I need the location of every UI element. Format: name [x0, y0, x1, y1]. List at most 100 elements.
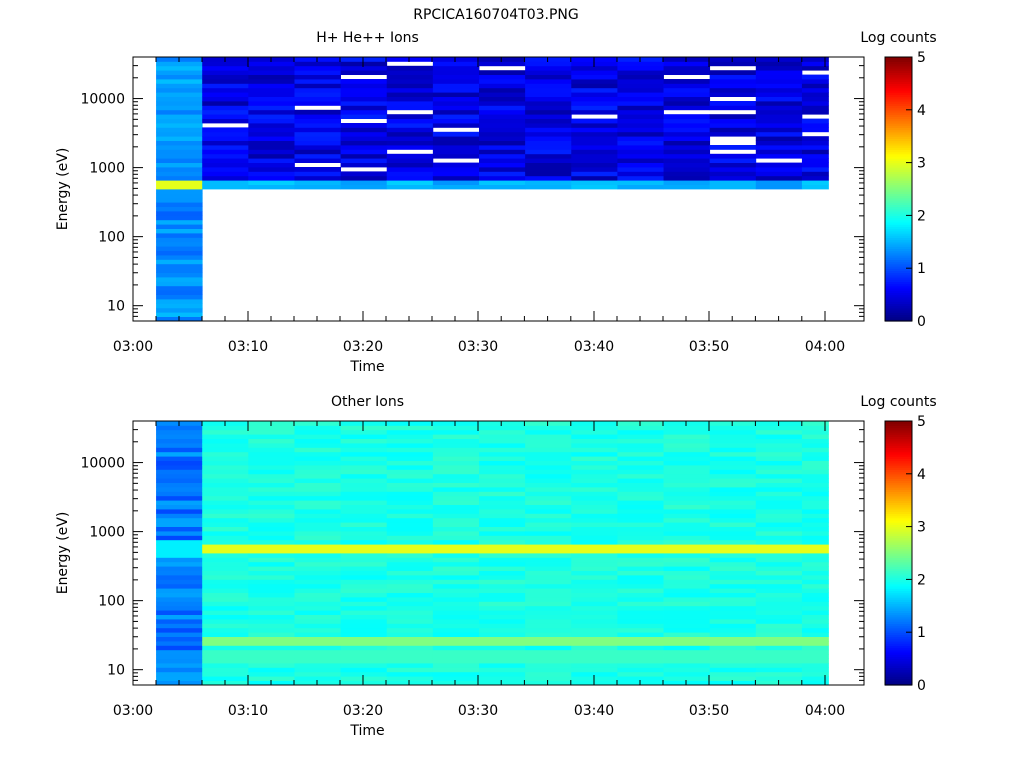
- spectrogram-cell: [340, 451, 388, 457]
- spectrogram-cell: [432, 167, 480, 172]
- spectrogram-cell: [386, 517, 434, 523]
- spectrogram-cell: [709, 473, 757, 479]
- spectrogram-cell: [525, 140, 572, 146]
- spectrogram-cell: [709, 513, 757, 519]
- spectrogram-cell: [479, 632, 526, 637]
- spectrogram-cell: [479, 184, 526, 190]
- spectrogram-cell: [571, 641, 618, 646]
- colorbar-swatch: [885, 162, 912, 166]
- spectrogram-cell: [617, 566, 664, 571]
- spectrogram-cell: [386, 136, 434, 141]
- spectrogram-cell: [479, 610, 526, 615]
- spectrogram-cell: [663, 469, 711, 475]
- spectrogram-cell: [755, 92, 803, 97]
- spectrogram-cell: [386, 583, 434, 589]
- spectrogram-cell: [663, 123, 711, 128]
- spectrogram-cell: [248, 531, 295, 536]
- spectrogram-cell: [156, 583, 203, 589]
- spectrogram-cell: [617, 123, 664, 128]
- spectrogram-cell: [479, 544, 526, 549]
- spectrogram-cell: [156, 619, 203, 624]
- spectrogram-cell: [432, 579, 480, 585]
- spectrogram-cell: [294, 145, 341, 150]
- spectrogram-cell: [617, 491, 664, 497]
- spectrogram-cell: [202, 517, 249, 523]
- spectrogram-cell: [386, 443, 434, 448]
- spectrogram-cell: [432, 680, 480, 686]
- spectrogram-cell: [663, 680, 711, 686]
- colorbar-swatch: [885, 186, 912, 190]
- spectrogram-cell: [202, 654, 249, 659]
- spectrogram-cell: [801, 92, 829, 97]
- spectrogram-cell: [248, 500, 295, 505]
- colorbar-swatch: [885, 217, 912, 221]
- spectrogram-cell: [386, 597, 434, 602]
- spectrogram-cell: [156, 175, 203, 181]
- spectrogram-cell: [801, 658, 829, 664]
- spectrogram-cell: [479, 438, 526, 444]
- spectrogram-cell: [340, 438, 388, 444]
- spectrogram-cell: [801, 162, 829, 168]
- colorbar-swatch: [885, 288, 912, 291]
- spectrogram-cell: [479, 588, 526, 593]
- spectrogram-cell: [340, 57, 388, 62]
- spectrogram-cell: [202, 548, 249, 554]
- spectrogram-cell: [340, 425, 388, 431]
- spectrogram-cell: [386, 658, 434, 664]
- spectrogram-cell: [755, 447, 803, 453]
- spectrogram-cell: [340, 109, 388, 115]
- spectrogram-cell: [617, 175, 664, 181]
- spectrogram-cell: [156, 105, 203, 111]
- spectrogram-cell: [340, 123, 388, 128]
- spectrogram-cell: [248, 153, 295, 159]
- spectrogram-cell: [663, 438, 711, 444]
- spectrogram-cell: [479, 153, 526, 159]
- spectrogram-cell: [479, 491, 526, 497]
- spectrogram-cell: [525, 513, 572, 519]
- spectrogram-cell: [617, 109, 664, 115]
- spectrogram-cell: [617, 579, 664, 585]
- spectrogram-cell: [432, 149, 480, 155]
- spectrogram-cell: [294, 175, 341, 181]
- spectrogram-cell: [156, 277, 203, 282]
- spectrogram-cell: [525, 434, 572, 439]
- spectrogram-cell: [294, 623, 341, 629]
- colorbar-tick-label: 0: [917, 678, 926, 694]
- spectrogram-cell: [202, 425, 249, 431]
- colorbar-swatch: [885, 270, 912, 274]
- spectrogram-cell: [432, 153, 480, 159]
- spectrogram-cell: [386, 460, 434, 466]
- x-tick-label: 04:00: [805, 703, 845, 719]
- spectrogram-cell: [755, 504, 803, 510]
- spectrogram-cell: [248, 118, 295, 124]
- spectrogram-cell: [801, 535, 829, 541]
- colorbar-swatch: [885, 180, 912, 183]
- spectrogram-cell: [709, 553, 757, 558]
- spectrogram-cell: [248, 548, 295, 554]
- spectrogram-cell: [202, 83, 249, 89]
- colorbar-swatch: [885, 579, 912, 583]
- spectrogram-cell: [755, 65, 803, 71]
- spectrogram-cell: [617, 465, 664, 470]
- spectrogram-cell: [432, 83, 480, 89]
- spectrogram-cell: [801, 592, 829, 598]
- spectrogram-cell: [525, 158, 572, 163]
- spectrogram-cell: [294, 526, 341, 532]
- spectrogram-cell: [617, 149, 664, 155]
- spectrogram-cell: [571, 557, 618, 563]
- colorbar-swatch: [885, 447, 912, 451]
- spectrogram-cell: [801, 175, 829, 181]
- spectrogram-cell: [755, 438, 803, 444]
- spectrogram-cell: [479, 636, 526, 642]
- colorbar-swatch: [885, 553, 912, 556]
- colorbar-swatch: [885, 641, 912, 644]
- spectrogram-cell: [340, 570, 388, 576]
- colorbar-swatch: [885, 279, 912, 282]
- spectrogram-cell: [294, 583, 341, 589]
- colorbar-swatch: [885, 581, 912, 585]
- spectrogram-cell: [709, 557, 757, 563]
- colorbar-swatch: [885, 222, 912, 225]
- spectrogram-cell: [156, 654, 203, 659]
- spectrogram-cell: [340, 158, 388, 163]
- spectrogram-cell: [202, 451, 249, 457]
